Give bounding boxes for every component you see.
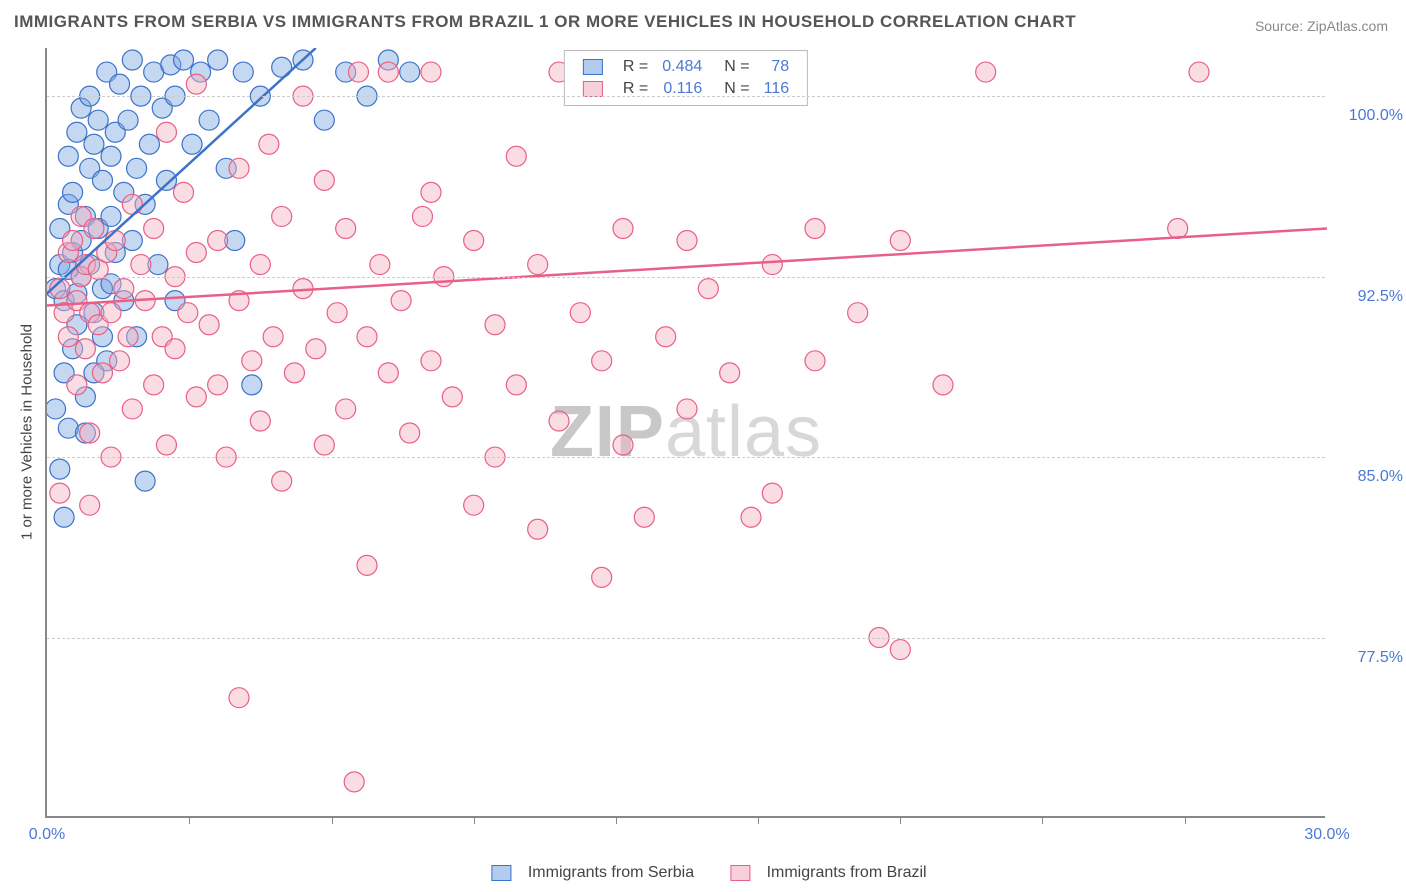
gridline-h (47, 277, 1325, 278)
y-tick-label: 100.0% (1349, 107, 1403, 125)
trend-line (47, 48, 316, 293)
x-tick (616, 816, 617, 824)
series-swatch (491, 865, 511, 881)
x-tick (900, 816, 901, 824)
chart-title: IMMIGRANTS FROM SERBIA VS IMMIGRANTS FRO… (14, 12, 1076, 32)
trend-line (47, 228, 1327, 305)
x-tick (332, 816, 333, 824)
legend-item: Immigrants from Serbia (479, 864, 694, 881)
x-tick (1185, 816, 1186, 824)
trendline-layer (47, 48, 1327, 818)
x-tick (474, 816, 475, 824)
x-tick (189, 816, 190, 824)
x-tick (1042, 816, 1043, 824)
y-tick-label: 85.0% (1358, 468, 1403, 486)
gridline-h (47, 457, 1325, 458)
x-tick (758, 816, 759, 824)
y-tick-label: 77.5% (1358, 649, 1403, 667)
series-swatch (730, 865, 750, 881)
series-swatch (583, 59, 603, 75)
gridline-h (47, 96, 1325, 97)
y-tick-label: 92.5% (1358, 288, 1403, 306)
x-tick-label: 0.0% (29, 826, 65, 844)
stats-table: R =0.484N =78R =0.116N =116 (575, 55, 797, 101)
gridline-h (47, 638, 1325, 639)
plot-area: ZIPatlas 1 or more Vehicles in Household… (45, 48, 1325, 818)
stats-legend: R =0.484N =78R =0.116N =116 (564, 50, 808, 106)
x-tick-label: 30.0% (1304, 826, 1349, 844)
source-attribution: Source: ZipAtlas.com (1255, 18, 1388, 34)
legend-item: Immigrants from Brazil (718, 864, 926, 881)
y-axis-label: 1 or more Vehicles in Household (19, 324, 36, 540)
series-legend: Immigrants from Serbia Immigrants from B… (467, 864, 938, 882)
stats-row: R =0.484N =78 (577, 57, 795, 77)
series-swatch (583, 81, 603, 97)
